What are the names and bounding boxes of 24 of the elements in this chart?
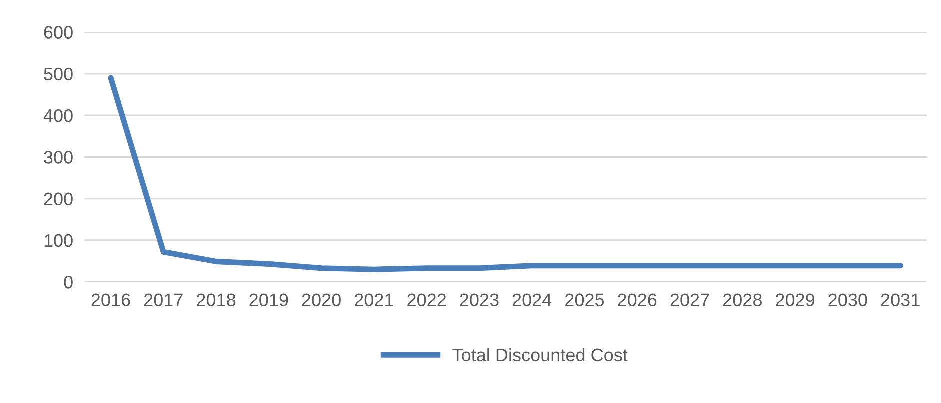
y-tick-label: 600: [44, 26, 73, 39]
x-tick-label: 2026: [618, 294, 657, 306]
x-tick-label: 2021: [355, 294, 394, 306]
x-tick-label: 2031: [881, 294, 920, 306]
y-tick-label: 300: [44, 151, 73, 164]
x-tick-label: 2020: [302, 294, 341, 306]
x-tick-label: 2025: [566, 294, 604, 306]
y-tick-label: 0: [64, 276, 73, 289]
x-tick-label: 2018: [197, 294, 236, 306]
x-tick-label: 2024: [512, 294, 552, 306]
x-tick-label: 2030: [828, 294, 868, 306]
y-tick-label: 500: [44, 68, 73, 81]
x-tick-label: 2029: [776, 294, 815, 306]
legend-label: Total Discounted Cost: [452, 348, 628, 362]
y-tick-label: 400: [44, 109, 73, 122]
y-tick-label: 200: [44, 192, 73, 206]
x-tick-label: 2016: [92, 294, 130, 306]
x-tick-label: 2022: [408, 294, 446, 306]
x-tick-label: 2027: [670, 294, 710, 306]
x-tick-label: 2017: [144, 294, 183, 306]
x-tick-label: 2019: [250, 294, 288, 306]
x-tick-label: 2023: [460, 294, 499, 306]
y-tick-label: 100: [44, 234, 73, 248]
x-tick-label: 2028: [723, 294, 762, 306]
